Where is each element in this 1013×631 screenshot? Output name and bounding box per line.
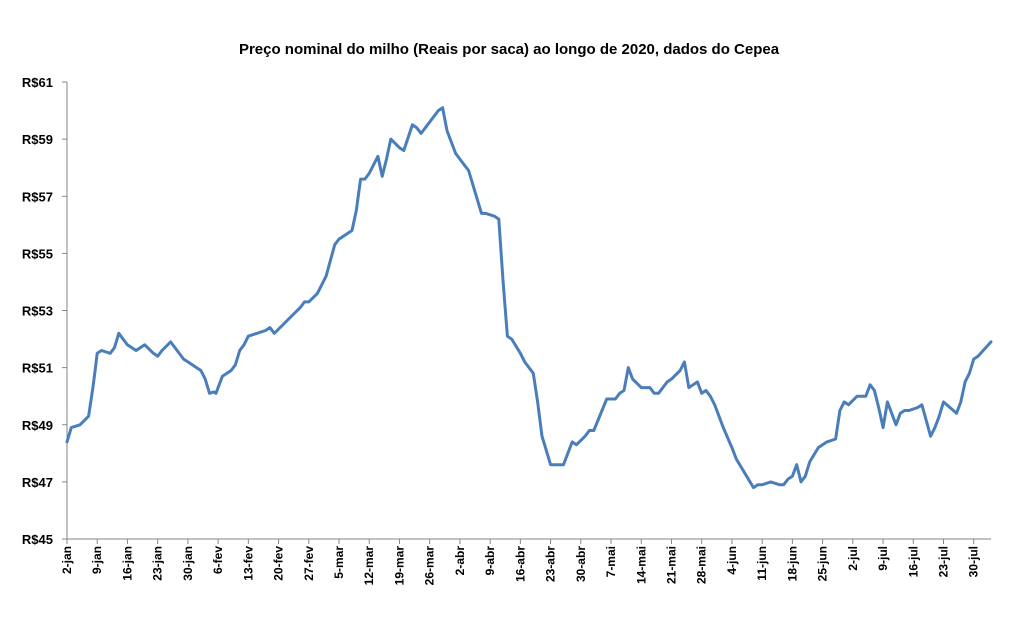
x-tick-label: 16-jan (120, 546, 134, 581)
x-tick-label: 6-fev (211, 546, 225, 574)
y-tick-label: R$49 (22, 418, 53, 433)
x-tick-label: 27-fev (302, 546, 316, 581)
y-tick-label: R$61 (22, 75, 53, 90)
x-tick-label: 2-jul (846, 546, 860, 571)
x-tick-label: 4-jun (725, 546, 739, 575)
y-tick-label: R$55 (22, 246, 53, 261)
series-group (65, 106, 993, 490)
y-tick-label: R$45 (22, 532, 53, 547)
x-tick-label: 23-jul (937, 546, 951, 577)
x-tick-label: 30-abr (574, 546, 588, 582)
x-tick-label: 7-mai (604, 546, 618, 577)
x-tick-label: 19-mar (392, 546, 406, 586)
y-tick-label: R$59 (22, 132, 53, 147)
x-tick-label: 16-jul (906, 546, 920, 577)
x-tick-label: 26-mar (423, 546, 437, 586)
x-tick-label: 20-fev (272, 546, 286, 581)
x-tick-label: 25-jun (816, 546, 830, 581)
x-tick-label: 30-jan (181, 546, 195, 581)
x-tick-label: 9-abr (483, 546, 497, 576)
x-tick-label: 2-abr (453, 546, 467, 576)
y-tick-label: R$57 (22, 189, 53, 204)
x-tick-label: 21-mai (664, 546, 678, 584)
x-axis-ticks: 2-jan 9-jan 16-jan 23-jan 30-jan 6-fev 13-fev 2… (60, 539, 981, 585)
chart-title: Preço nominal do milho (Reais por saca) … (239, 41, 780, 58)
x-tick-label: 9-jan (90, 546, 104, 574)
x-tick-label: 11-jun (755, 546, 769, 581)
y-tick-label: R$53 (22, 304, 53, 319)
x-tick-label: 28-mai (695, 546, 709, 584)
y-axis-ticks: R$45 R$47 R$49 R$51 R$53 R$55 R$57 R$59 R$61 (22, 75, 67, 547)
x-tick-label: 30-jul (967, 546, 981, 577)
x-tick-label: 2-jan (60, 546, 74, 574)
x-tick-label: 5-mar (332, 546, 346, 579)
x-tick-label: 9-jul (876, 546, 890, 571)
x-tick-label: 13-fev (241, 546, 255, 581)
x-tick-label: 23-abr (544, 546, 558, 582)
x-tick-label: 23-jan (151, 546, 165, 581)
x-tick-label: 12-mar (362, 546, 376, 586)
y-tick-label: R$47 (22, 475, 53, 490)
x-tick-label: 18-jun (785, 546, 799, 581)
x-tick-label: 14-mai (634, 546, 648, 584)
x-tick-label: 16-abr (513, 546, 527, 582)
y-tick-label: R$51 (22, 361, 53, 376)
series-line (65, 106, 993, 490)
